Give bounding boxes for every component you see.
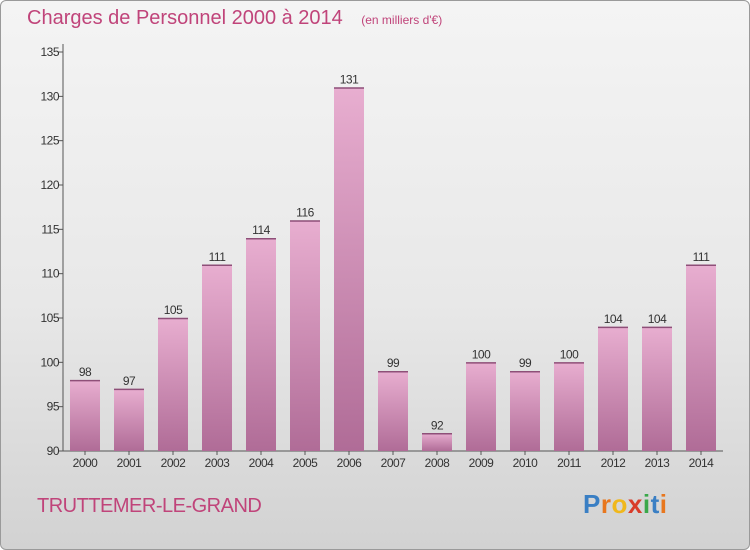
x-tick-label: 2013 <box>645 456 671 470</box>
x-tick-label: 2004 <box>249 456 275 470</box>
data-label: 111 <box>693 250 711 264</box>
logo-letter: x <box>627 489 643 519</box>
bar-2013 <box>642 326 672 451</box>
data-label: 100 <box>560 347 579 361</box>
chart-unit: (en milliers d'€) <box>361 13 443 27</box>
bar-2007 <box>378 371 408 451</box>
bar-2004 <box>246 238 276 451</box>
x-tick-label: 2006 <box>337 456 363 470</box>
y-tick-label: 130 <box>40 89 59 103</box>
place-name: TRUTTEMER-LE-GRAND <box>37 495 262 517</box>
x-tick-label: 2008 <box>425 456 451 470</box>
data-label: 104 <box>604 312 623 326</box>
logo-letter: r <box>600 489 612 519</box>
x-tick-label: 2011 <box>557 456 582 470</box>
x-tick-label: 2000 <box>73 456 99 470</box>
x-tick-label: 2003 <box>205 456 231 470</box>
x-tick-label: 2010 <box>513 456 539 470</box>
y-tick-label: 95 <box>47 400 60 414</box>
data-label: 98 <box>79 365 92 379</box>
y-tick-label: 115 <box>41 222 59 236</box>
data-label: 99 <box>387 356 400 370</box>
data-label: 104 <box>648 312 667 326</box>
bar-2005 <box>290 220 320 451</box>
logo-letter: i <box>659 489 668 519</box>
x-tick-label: 2007 <box>381 456 407 470</box>
chart-title: Charges de Personnel 2000 à 2014 <box>27 7 343 29</box>
data-label: 97 <box>123 374 136 388</box>
data-label: 114 <box>252 223 270 237</box>
x-tick-label: 2009 <box>469 456 495 470</box>
title-row: Charges de Personnel 2000 à 2014 (en mil… <box>27 7 442 30</box>
logo-letter: o <box>611 489 628 519</box>
x-tick-label: 2001 <box>117 456 143 470</box>
bar-2014 <box>686 264 716 451</box>
y-tick-label: 105 <box>40 311 59 325</box>
y-tick-label: 110 <box>41 267 59 281</box>
bar-2009 <box>466 362 496 451</box>
bar-2010 <box>510 371 540 451</box>
data-label: 99 <box>519 356 532 370</box>
bar-2003 <box>202 264 232 451</box>
x-tick-label: 2002 <box>161 456 187 470</box>
data-label: 131 <box>340 72 359 86</box>
data-label: 116 <box>296 205 314 219</box>
x-tick-label: 2005 <box>293 456 319 470</box>
y-tick-label: 90 <box>47 444 60 458</box>
y-tick-label: 135 <box>40 45 59 59</box>
x-tick-label: 2012 <box>601 456 627 470</box>
bar-2011 <box>554 362 584 451</box>
y-tick-label: 125 <box>40 134 59 148</box>
y-tick-label: 100 <box>40 355 59 369</box>
data-label: 92 <box>431 418 444 432</box>
bar-2012 <box>598 326 628 451</box>
proxiti-logo: Proxiti <box>583 489 667 520</box>
bar-2002 <box>158 318 188 451</box>
x-tick-label: 2014 <box>689 456 715 470</box>
y-tick-label: 120 <box>40 178 59 192</box>
bar-2008 <box>422 433 452 451</box>
logo-letter: i <box>642 489 651 519</box>
data-label: 105 <box>164 303 183 317</box>
logo-letter: t <box>650 489 660 519</box>
data-label: 111 <box>209 250 227 264</box>
bar-2001 <box>114 388 144 451</box>
bar-2000 <box>70 380 100 451</box>
bar-chart: 90 95 100 105 110 115 120 125 130 135 98 2000 97 2001… <box>40 44 723 470</box>
logo-letter: P <box>583 489 601 519</box>
bar-2006 <box>334 87 364 451</box>
data-label: 100 <box>472 347 491 361</box>
